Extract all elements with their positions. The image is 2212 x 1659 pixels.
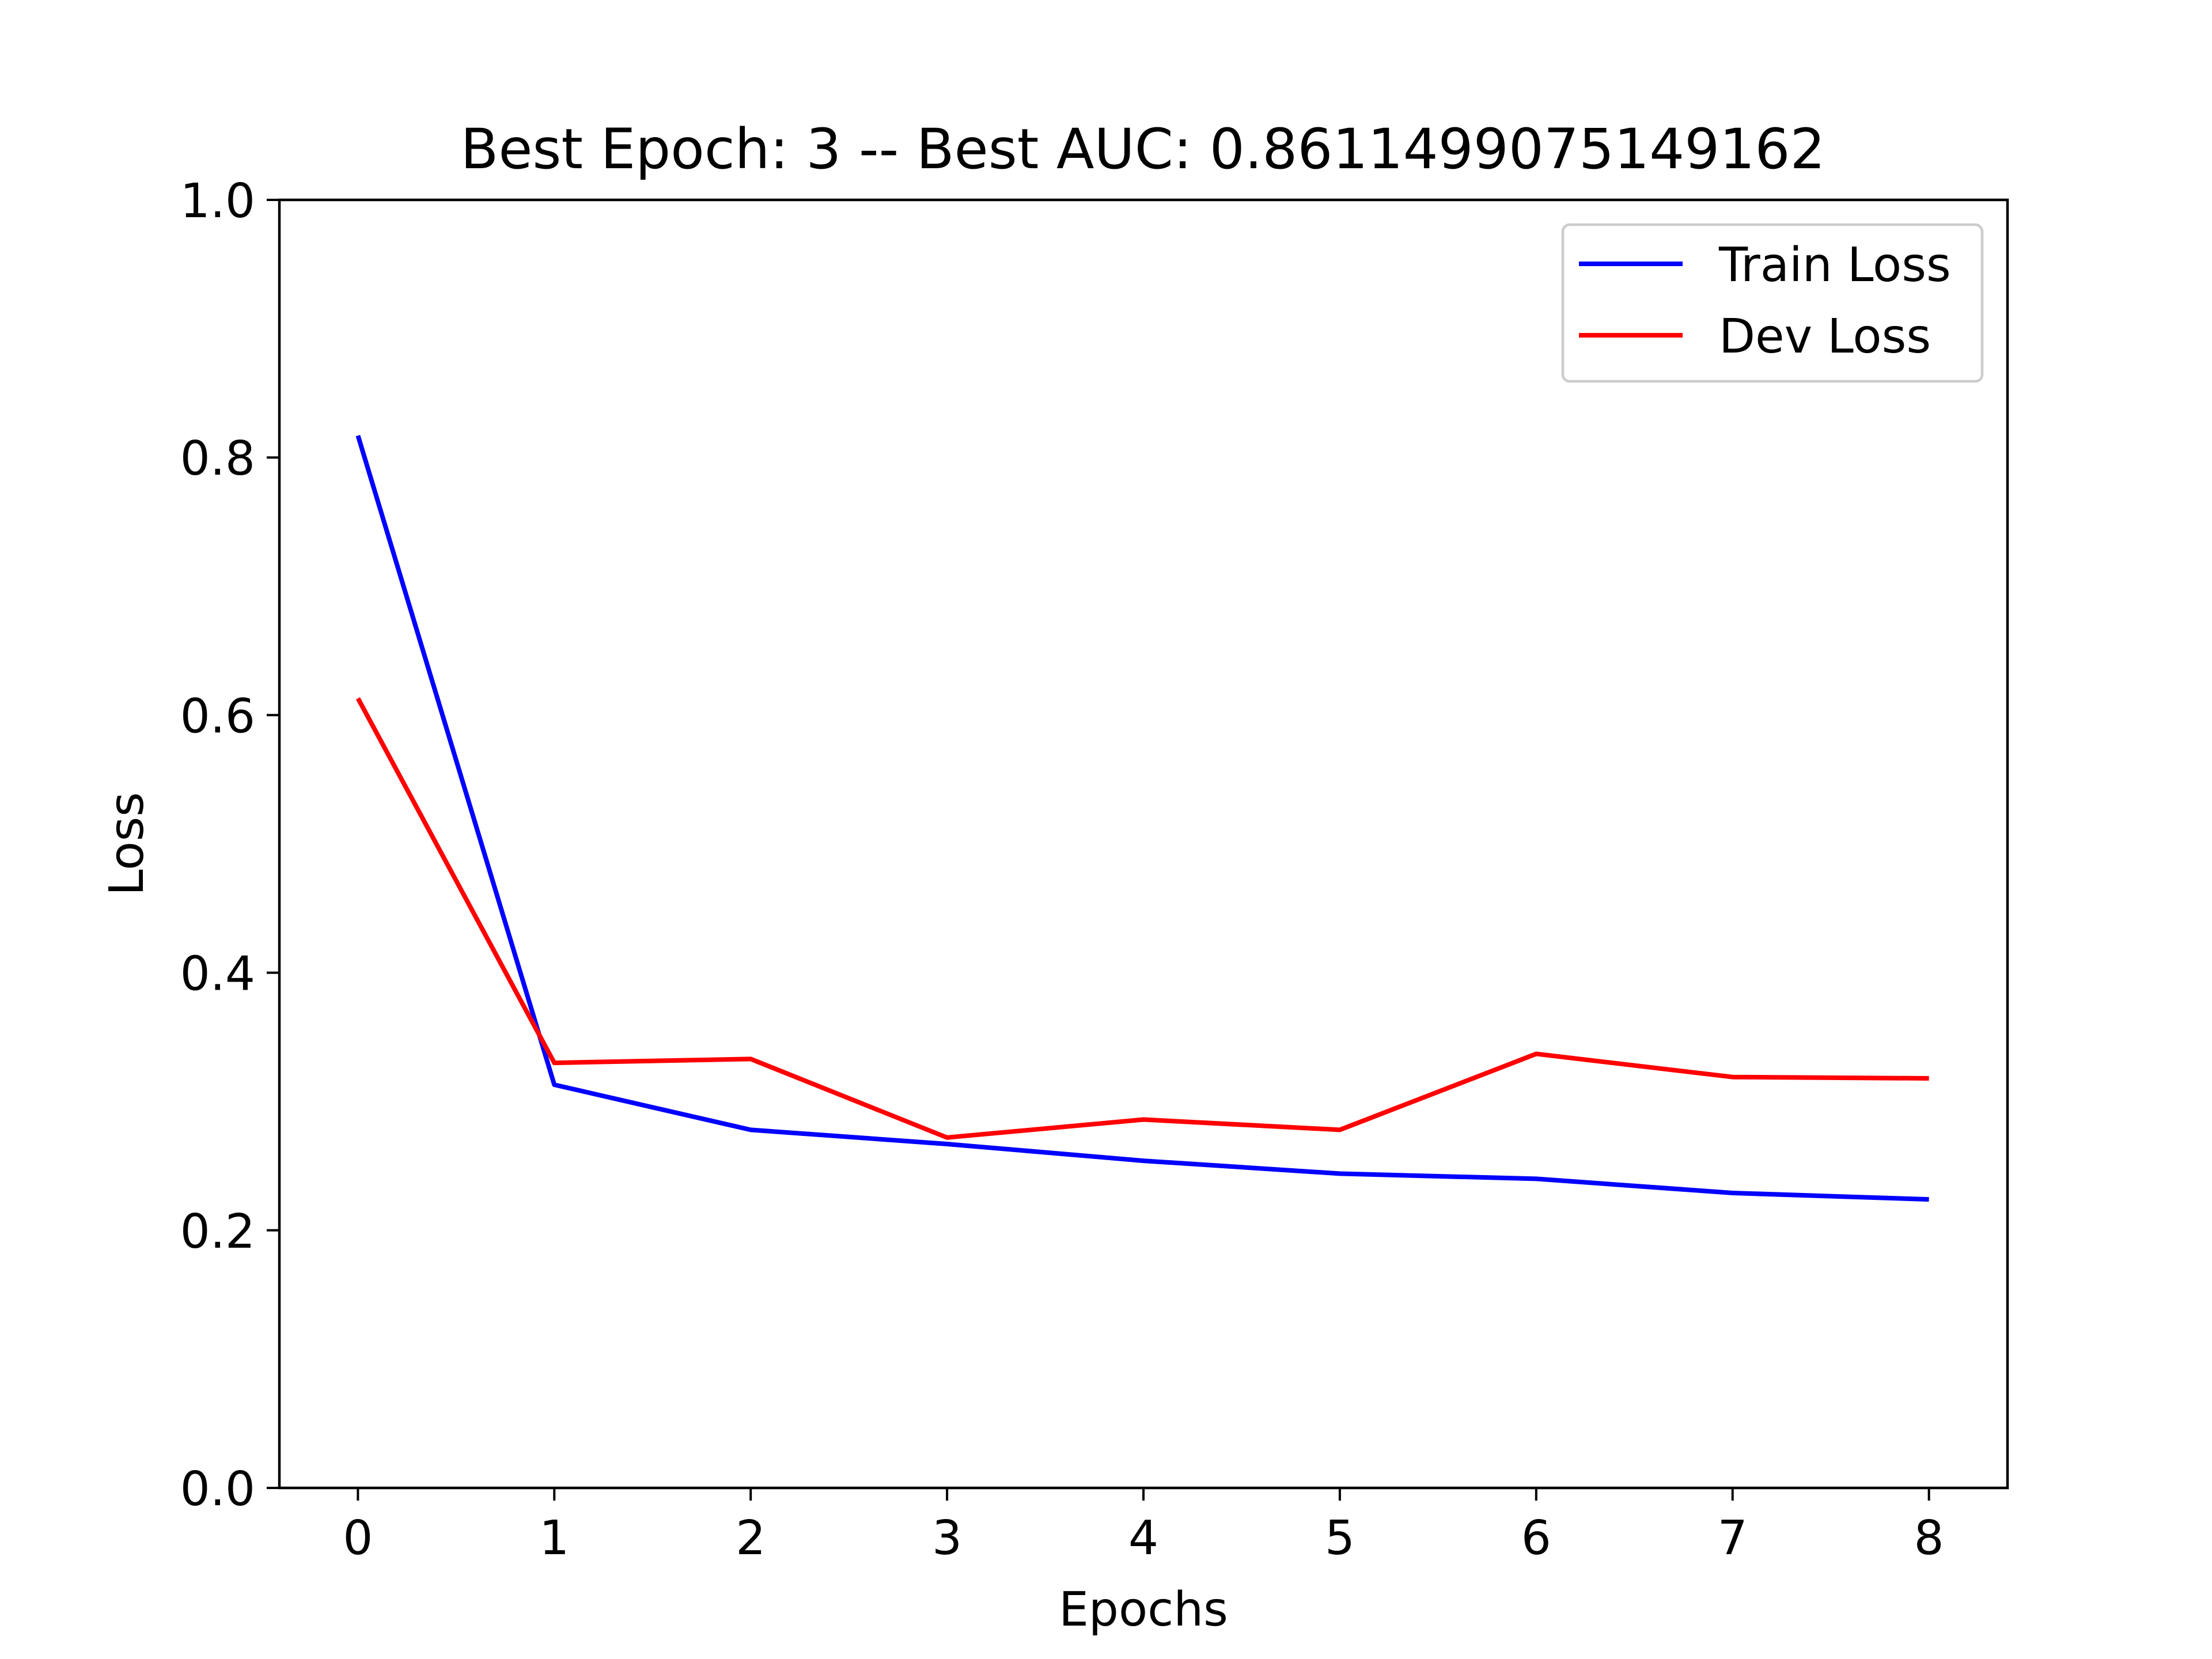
y-tick-label: 0.8 <box>180 431 255 486</box>
x-tick-label: 6 <box>1521 1511 1551 1566</box>
x-axis-label: Epochs <box>1059 1582 1228 1637</box>
y-tick-label: 0.0 <box>180 1462 255 1517</box>
x-tick-label: 3 <box>932 1511 962 1566</box>
series-layer <box>355 435 1929 1202</box>
x-tick-label: 7 <box>1718 1511 1748 1566</box>
legend-label-dev-loss: Dev Loss <box>1719 309 1931 364</box>
y-tick-label: 0.2 <box>180 1205 255 1259</box>
x-tick-label: 4 <box>1128 1511 1158 1566</box>
x-tick-label: 0 <box>343 1511 373 1566</box>
x-tick-label: 2 <box>736 1511 766 1566</box>
ticks-layer: 0 1 2 3 4 5 6 7 8 0.0 0.2 0.4 0.6 0.8 1.0 <box>180 174 1944 1566</box>
plot-frame <box>278 198 2009 1490</box>
x-tick-label: 8 <box>1914 1511 1944 1566</box>
series-line-dev-loss <box>355 697 1929 1140</box>
y-tick-label: 1.0 <box>180 174 255 229</box>
legend-label-train-loss: Train Loss <box>1718 238 1951 293</box>
y-tick-label: 0.6 <box>180 689 255 744</box>
x-tick-label: 1 <box>539 1511 569 1566</box>
legend: Train Loss Dev Loss <box>1561 223 1984 383</box>
y-tick-label: 0.4 <box>180 947 255 1002</box>
chart-title: Best Epoch: 3 -- Best AUC: 0.86114990751… <box>460 117 1825 181</box>
x-tick-label: 5 <box>1325 1511 1355 1566</box>
series-line-train-loss <box>355 435 1929 1202</box>
y-axis-label: Loss <box>100 792 154 896</box>
